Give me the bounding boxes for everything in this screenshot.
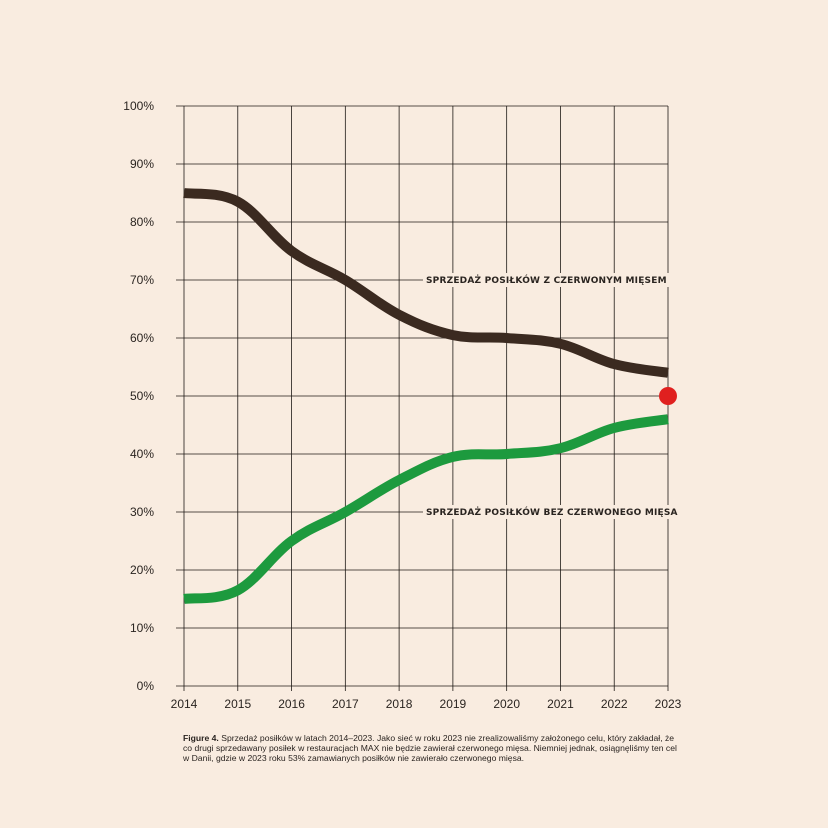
x-tick-label: 2023 xyxy=(655,697,682,711)
series-line-red-meat xyxy=(183,188,669,378)
caption-label: Figure 4. xyxy=(183,733,219,743)
x-tick-label: 2015 xyxy=(224,697,251,711)
y-tick-label: 60% xyxy=(130,331,154,345)
y-tick-label: 50% xyxy=(130,389,154,403)
y-tick-label: 80% xyxy=(130,215,154,229)
x-tick-label: 2020 xyxy=(493,697,520,711)
grid-layer xyxy=(176,105,669,691)
x-tick-label: 2017 xyxy=(332,697,359,711)
tick-layer: 0% 10% 20% 30% 40% 50% 60% 70% 80% 90% 100% 2014 201… xyxy=(123,99,681,711)
series-label-bg-no-red-meat xyxy=(423,505,681,519)
y-tick-label: 70% xyxy=(130,273,154,287)
y-tick-label: 20% xyxy=(130,563,154,577)
series-label-no-red-meat: SPRZEDAŻ POSIŁKÓW BEZ CZERWONEGO MIĘSA xyxy=(426,506,678,518)
x-tick-label: 2014 xyxy=(171,697,198,711)
y-tick-label: 100% xyxy=(123,99,154,113)
y-tick-label: 30% xyxy=(130,505,154,519)
x-tick-label: 2021 xyxy=(547,697,574,711)
y-tick-label: 10% xyxy=(130,621,154,635)
caption-text: Sprzedaż posiłków w latach 2014–2023. Ja… xyxy=(183,733,677,763)
series-label-red-meat: SPRZEDAŻ POSIŁKÓW Z CZERWONYM MIĘSEM xyxy=(426,274,667,286)
y-tick-label: 0% xyxy=(137,679,155,693)
target-marker-dot xyxy=(659,387,677,405)
series-layer xyxy=(183,188,677,604)
x-tick-label: 2018 xyxy=(386,697,413,711)
x-tick-label: 2019 xyxy=(440,697,467,711)
x-tick-label: 2022 xyxy=(601,697,628,711)
series-line-no-red-meat xyxy=(183,414,669,604)
x-tick-label: 2016 xyxy=(278,697,305,711)
y-tick-label: 90% xyxy=(130,157,154,171)
figure-caption: Figure 4. Sprzedaż posiłków w latach 201… xyxy=(183,733,683,763)
series-label-bg-red-meat xyxy=(423,273,670,287)
y-tick-label: 40% xyxy=(130,447,154,461)
